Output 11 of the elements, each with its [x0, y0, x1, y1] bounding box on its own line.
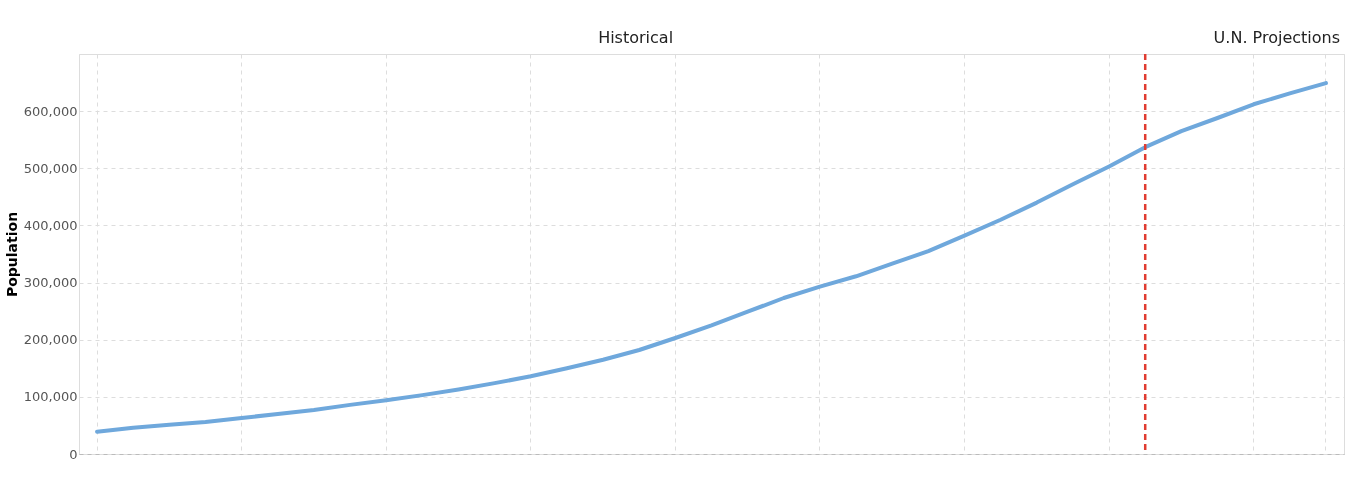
y-tick-label: 0 — [69, 446, 78, 462]
y-axis-title: Population — [3, 211, 20, 298]
text: Historical — [598, 28, 674, 47]
y-tick-label: 600,000 — [23, 103, 78, 119]
line-series — [95, 81, 1328, 434]
text: U.N. Projections — [1213, 28, 1340, 47]
y-tick-label: 200,000 — [23, 332, 78, 348]
y-tick-label: 500,000 — [23, 160, 78, 176]
y-tick-label: 100,000 — [23, 389, 78, 405]
y-tick-label: 400,000 — [23, 217, 78, 233]
y-tick-label: 300,000 — [23, 275, 78, 291]
